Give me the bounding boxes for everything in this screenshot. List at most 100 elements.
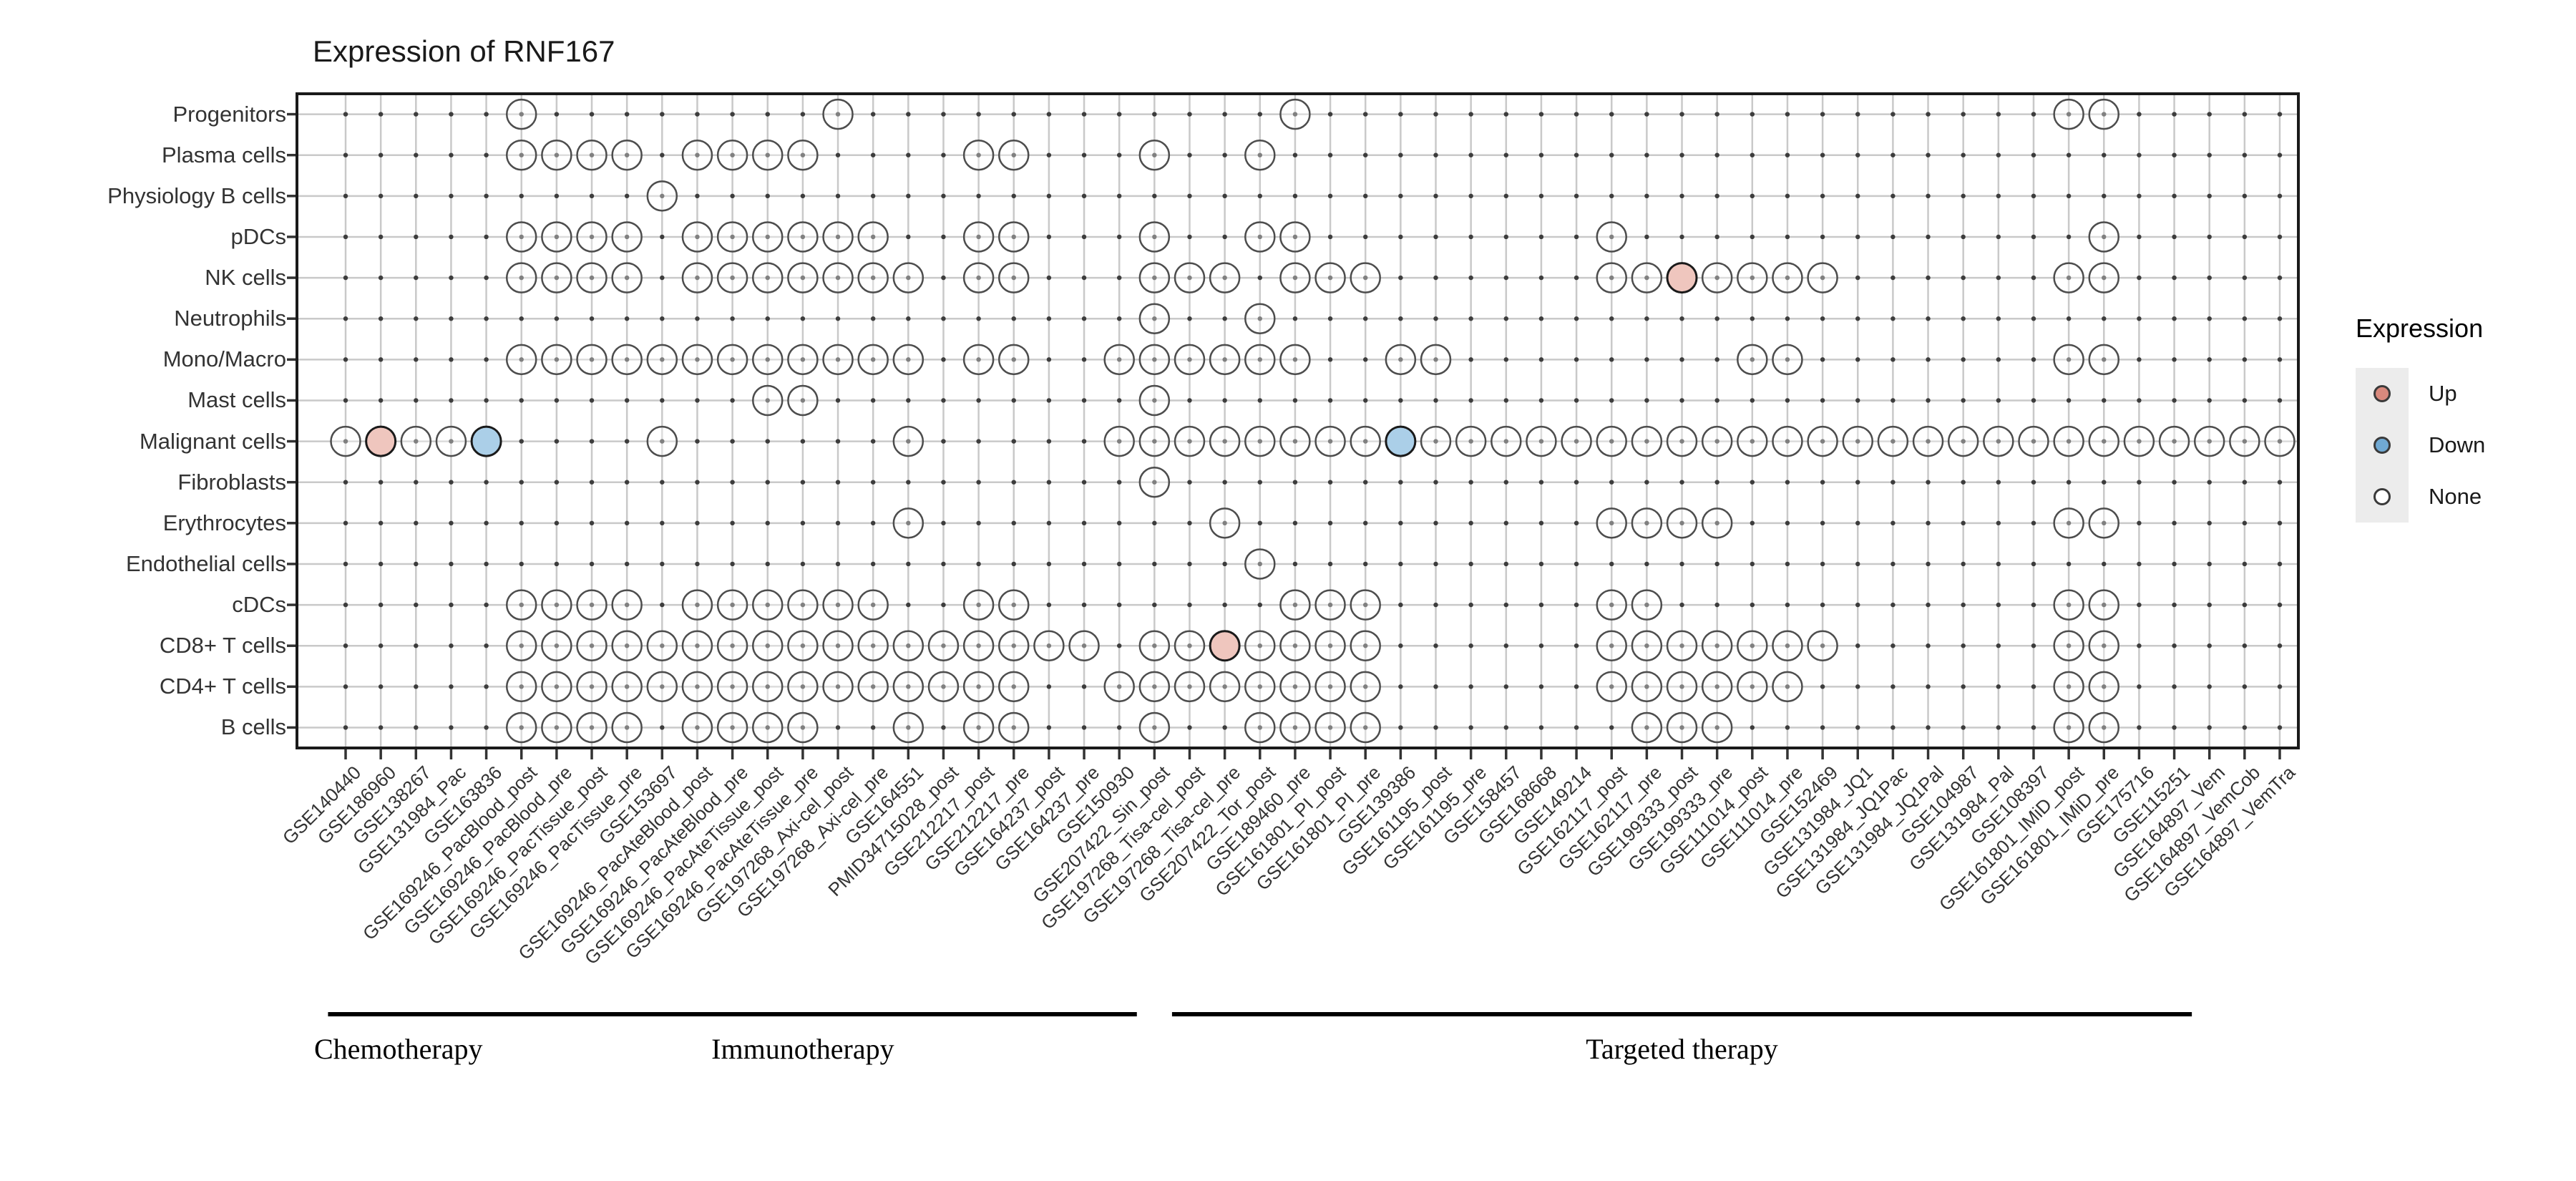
dot-none[interactable] [330, 425, 361, 457]
dot-none[interactable] [1244, 671, 1276, 703]
dot-none[interactable] [1174, 630, 1206, 661]
dot-none[interactable] [1314, 630, 1346, 661]
dot-none[interactable] [1174, 262, 1206, 293]
dot-none[interactable] [998, 630, 1030, 661]
dot-none[interactable] [822, 589, 854, 621]
dot-none[interactable] [1596, 425, 1627, 457]
dot-none[interactable] [822, 221, 854, 253]
dot-none[interactable] [1737, 425, 1768, 457]
dot-none[interactable] [751, 384, 784, 417]
dot-none[interactable] [787, 384, 819, 417]
dot-none[interactable] [681, 711, 713, 744]
dot-none[interactable] [857, 589, 889, 621]
dot-none[interactable] [751, 139, 784, 171]
dot-none[interactable] [1244, 221, 1276, 253]
dot-none[interactable] [576, 262, 608, 293]
dot-none[interactable] [1666, 425, 1698, 457]
dot-none[interactable] [962, 262, 995, 293]
y-axis-label[interactable]: CD4+ T cells [159, 674, 286, 699]
dot-none[interactable] [541, 671, 572, 703]
dot-none[interactable] [505, 139, 537, 171]
dot-none[interactable] [1772, 344, 1803, 376]
dot-none[interactable] [2193, 425, 2225, 457]
dot-none[interactable] [1666, 671, 1698, 703]
dot-none[interactable] [2053, 507, 2084, 539]
dot-none[interactable] [787, 711, 819, 744]
dot-none[interactable] [1631, 630, 1663, 661]
dot-none[interactable] [681, 671, 713, 703]
dot-none[interactable] [1737, 344, 1768, 376]
dot-none[interactable] [400, 425, 432, 457]
dot-none[interactable] [2264, 425, 2296, 457]
dot-none[interactable] [2088, 589, 2120, 621]
dot-none[interactable] [857, 262, 889, 293]
dot-none[interactable] [611, 630, 643, 661]
dot-none[interactable] [1385, 344, 1417, 376]
dot-none[interactable] [2088, 262, 2120, 293]
dot-none[interactable] [1279, 711, 1311, 744]
y-axis-label[interactable]: Plasma cells [162, 142, 286, 167]
dot-none[interactable] [1807, 630, 1838, 661]
dot-none[interactable] [927, 630, 960, 661]
dot-none[interactable] [1138, 384, 1171, 417]
dot-none[interactable] [1350, 630, 1381, 661]
dot-none[interactable] [1772, 262, 1803, 293]
dot-none[interactable] [1138, 711, 1171, 744]
y-axis-label[interactable]: Progenitors [172, 101, 286, 127]
dot-none[interactable] [751, 262, 784, 293]
dot-none[interactable] [576, 630, 608, 661]
dot-none[interactable] [822, 671, 854, 703]
dot-none[interactable] [2229, 425, 2260, 457]
dot-none[interactable] [787, 344, 819, 376]
dot-none[interactable] [576, 589, 608, 621]
y-axis-label[interactable]: Physiology B cells [107, 183, 286, 208]
dot-none[interactable] [576, 221, 608, 253]
dot-none[interactable] [1314, 711, 1346, 744]
dot-none[interactable] [646, 180, 678, 212]
dot-none[interactable] [611, 344, 643, 376]
dot-none[interactable] [1138, 139, 1171, 171]
dot-none[interactable] [716, 262, 748, 293]
dot-none[interactable] [1244, 344, 1276, 376]
dot-none[interactable] [1737, 671, 1768, 703]
dot-none[interactable] [681, 262, 713, 293]
y-axis-label[interactable]: NK cells [205, 265, 286, 291]
dot-none[interactable] [1174, 344, 1206, 376]
dot-none[interactable] [646, 425, 678, 457]
dot-none[interactable] [541, 344, 572, 376]
dot-none[interactable] [1596, 221, 1627, 253]
dot-none[interactable] [1138, 425, 1171, 457]
dot-none[interactable] [962, 671, 995, 703]
dot-none[interactable] [1279, 425, 1311, 457]
dot-none[interactable] [787, 589, 819, 621]
dot-none[interactable] [962, 344, 995, 376]
dot-none[interactable] [857, 221, 889, 253]
dot-none[interactable] [1772, 630, 1803, 661]
dot-none[interactable] [681, 221, 713, 253]
dot-none[interactable] [2158, 425, 2190, 457]
dot-none[interactable] [1033, 630, 1065, 661]
dot-none[interactable] [751, 589, 784, 621]
dot-none[interactable] [1138, 221, 1171, 253]
dot-none[interactable] [1947, 425, 1979, 457]
dot-none[interactable] [505, 221, 537, 253]
dot-none[interactable] [1103, 344, 1135, 376]
dot-none[interactable] [716, 221, 748, 253]
dot-none[interactable] [892, 344, 924, 376]
dot-none[interactable] [2088, 344, 2120, 376]
dot-none[interactable] [1314, 262, 1346, 293]
dot-none[interactable] [1807, 425, 1838, 457]
dot-none[interactable] [1631, 589, 1663, 621]
dot-none[interactable] [1877, 425, 1909, 457]
dot-none[interactable] [1279, 262, 1311, 293]
dot-none[interactable] [998, 589, 1030, 621]
dot-none[interactable] [2053, 630, 2084, 661]
dot-none[interactable] [2053, 344, 2084, 376]
dot-none[interactable] [1701, 711, 1733, 744]
dot-none[interactable] [681, 139, 713, 171]
dot-none[interactable] [998, 221, 1030, 253]
dot-none[interactable] [2088, 221, 2120, 253]
dot-none[interactable] [435, 425, 467, 457]
dot-none[interactable] [1138, 630, 1171, 661]
dot-none[interactable] [2088, 98, 2120, 130]
